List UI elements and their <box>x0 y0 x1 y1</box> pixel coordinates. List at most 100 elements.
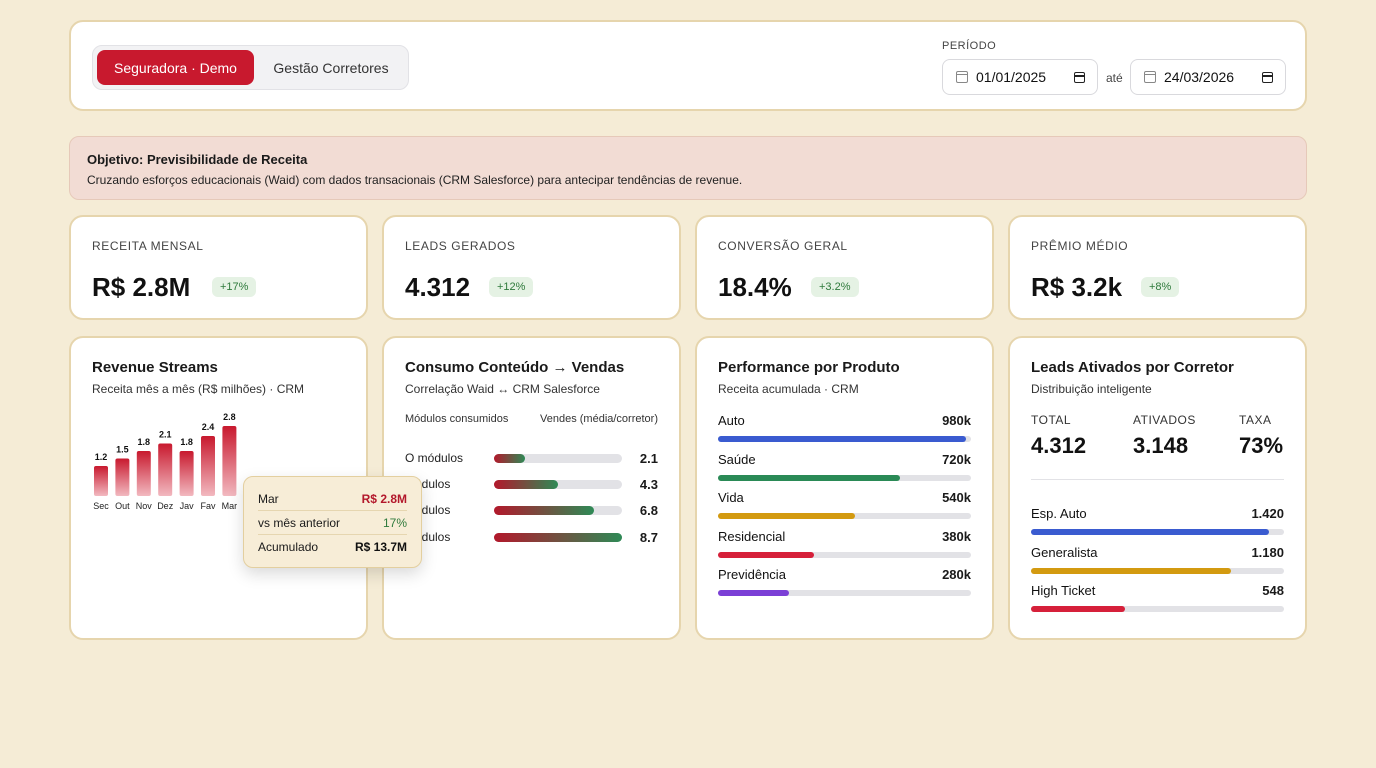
corretor-value: 1.420 <box>1251 506 1284 521</box>
bar-category-label: Fav <box>200 501 216 511</box>
date-picker-icon[interactable] <box>1074 72 1085 83</box>
corretor-bar-fill <box>1031 568 1231 574</box>
stat-label: TOTAL <box>1031 413 1072 427</box>
performance-produto-card: Performance por Produto Receita acumulad… <box>695 336 994 640</box>
date-to-value: 24/03/2026 <box>1164 69 1235 85</box>
product-label: Auto <box>718 413 745 428</box>
panel-subtitle: Distribuição inteligente <box>1031 382 1152 396</box>
product-label: Vida <box>718 490 744 505</box>
tab-gestao-corretores[interactable]: Gestão Corretores <box>273 59 389 76</box>
kpi-value: R$ 2.8M <box>92 272 191 302</box>
panel-title: Consumo Conteúdo → Vendas <box>405 359 625 376</box>
stat-value: 3.148 <box>1133 433 1189 458</box>
kpi-label: LEADS GERADOS <box>405 239 516 253</box>
product-label: Saúde <box>718 452 756 467</box>
stat-value: 4.312 <box>1031 433 1087 458</box>
tooltip-prev-label: vs mês anterior <box>258 515 341 530</box>
corretor-row-generalista: Generalista 1.180 <box>1031 545 1284 581</box>
kpi-label: CONVERSÃO GERAL <box>718 239 848 253</box>
corretor-bar-fill <box>1031 606 1125 612</box>
module-row: O módulos 2.1 <box>405 448 658 468</box>
date-picker-icon[interactable] <box>1262 72 1273 83</box>
bar-value-label: 2.1 <box>159 430 172 440</box>
panel-subtitle: Receita acumulada · CRM <box>718 382 859 396</box>
tooltip-row-acc: Acumulado R$ 13.7M <box>258 535 407 559</box>
kpi-card-premio: PRÊMIO MÉDIO R$ 3.2k +8% <box>1008 215 1307 320</box>
revenue-bar-chart: 1.2 Sec 1.5 Out 1.8 Nov 2.1 Dez 1.8 Jav 2.4 Fav 2.8 M… <box>93 412 238 511</box>
kpi-card-receita: RECEITA MENSAL R$ 2.8M +17% <box>69 215 368 320</box>
module-bar-fill <box>494 454 525 463</box>
revenue-bar-sec[interactable] <box>94 466 108 496</box>
top-bar: Seguradora · Demo Gestão Corretores PERÍ… <box>69 20 1307 111</box>
product-bar-track <box>718 590 971 596</box>
product-value: 280k <box>942 567 971 582</box>
module-bar-track <box>494 480 622 489</box>
panel-subtitle: Receita mês a mês (R$ milhões) · CRM <box>92 382 305 396</box>
stat-label: TAXA <box>1239 413 1272 427</box>
column-header-vendas: Vendes (média/corretor) <box>540 413 658 425</box>
bar-value-label: 2.8 <box>223 412 236 422</box>
product-row-residencial: Residencial 380k <box>718 529 971 565</box>
module-value: 8.7 <box>639 530 658 545</box>
objective-description: Cruzando esforços educacionais (Waid) co… <box>87 173 743 187</box>
module-value: 2.1 <box>639 451 658 466</box>
product-value: 540k <box>942 490 971 505</box>
kpi-value: 4.312 <box>405 272 471 302</box>
module-row: módulos 8.7 <box>405 527 658 547</box>
revenue-bar-dez[interactable] <box>158 443 173 497</box>
module-row: módulos 6.8 <box>405 500 658 520</box>
bar-category-label: Jav <box>180 501 195 511</box>
corretor-label: Esp. Auto <box>1031 506 1087 521</box>
date-to-input[interactable]: 24/03/2026 <box>1130 59 1286 95</box>
bar-value-label: 2.4 <box>202 422 215 432</box>
tab-seguradora-demo[interactable]: Seguradora · Demo <box>97 50 254 85</box>
objective-title: Objetivo: Previsibilidade de Receita <box>87 152 308 167</box>
kpi-label: RECEITA MENSAL <box>92 239 204 253</box>
stat-ativados: ATIVADOS 3.148 <box>1133 413 1196 459</box>
product-row-previdencia: Previdência 280k <box>718 567 971 603</box>
tooltip-acc-value: R$ 13.7M <box>354 540 407 554</box>
revenue-bar-jav[interactable] <box>179 451 194 496</box>
calendar-icon <box>956 71 968 83</box>
module-bar-fill <box>494 480 558 489</box>
tooltip-row-prev: vs mês anterior 17% <box>258 511 407 535</box>
bar-category-label: Mar <box>222 501 238 511</box>
panel-title: Leads Ativados por Corretor <box>1031 359 1234 376</box>
product-value: 720k <box>942 452 971 467</box>
corretor-label: Generalista <box>1031 545 1098 560</box>
period-separator: até <box>1106 71 1123 85</box>
stat-taxa: TAXA 73% <box>1239 413 1283 459</box>
product-bar-track <box>718 513 971 519</box>
kpi-label: PRÊMIO MÉDIO <box>1031 239 1129 253</box>
kpi-delta-badge: +12% <box>489 277 534 297</box>
revenue-bar-nov[interactable] <box>136 451 151 496</box>
objective-banner: Objetivo: Previsibilidade de Receita Cru… <box>69 136 1307 200</box>
tooltip-month-value: R$ 2.8M <box>361 491 407 506</box>
kpi-value: 18.4% <box>718 272 792 302</box>
calendar-icon <box>1144 71 1156 83</box>
stat-total: TOTAL 4.312 <box>1031 413 1086 459</box>
module-label: O módulos <box>405 451 464 465</box>
workspace-switcher: Seguradora · Demo Gestão Corretores <box>92 45 409 90</box>
panel-title: Revenue Streams <box>92 359 218 376</box>
corretor-bar-track <box>1031 568 1284 574</box>
panel-subtitle: Correlação Waid ↔ CRM Salesforce <box>405 382 600 396</box>
corretor-value: 1.180 <box>1251 545 1284 560</box>
product-value: 980k <box>942 413 971 428</box>
revenue-bar-out[interactable] <box>115 458 130 497</box>
product-bar-fill <box>718 436 966 442</box>
kpi-card-leads: LEADS GERADOS 4.312 +12% <box>382 215 681 320</box>
revenue-bar-mar[interactable] <box>222 426 237 496</box>
module-row: módulos 4.3 <box>405 474 658 494</box>
date-from-value: 01/01/2025 <box>976 69 1047 85</box>
revenue-bar-fav[interactable] <box>201 436 215 496</box>
date-from-input[interactable]: 01/01/2025 <box>942 59 1098 95</box>
bar-value-label: 1.2 <box>95 452 108 462</box>
product-bar-fill <box>718 552 815 558</box>
product-label: Residencial <box>718 529 786 544</box>
product-bar-fill <box>718 513 855 519</box>
chart-tooltip: Mar R$ 2.8M vs mês anterior 17% Acumulad… <box>243 476 422 568</box>
bar-value-label: 1.5 <box>116 445 129 455</box>
module-bar-track <box>494 454 622 463</box>
module-value: 6.8 <box>639 503 658 518</box>
